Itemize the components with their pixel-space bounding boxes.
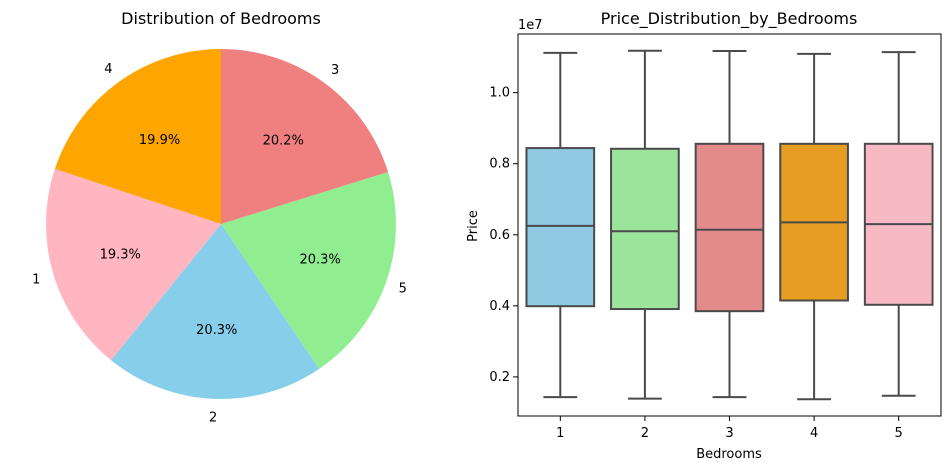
y-axis-label: Price (466, 210, 481, 242)
box-3 (694, 50, 765, 399)
x-tick-label: 1 (556, 426, 564, 441)
pie-pct-label-5: 20.3% (299, 253, 340, 268)
y-tick-label: 0.8 (489, 157, 510, 172)
y-offset-label: 1e7 (518, 18, 543, 33)
pie-slices (46, 49, 396, 399)
pie-pct-label-1: 19.3% (100, 248, 141, 263)
y-axis: 0.2 0.4 0.6 0.8 1.0 (489, 86, 518, 385)
pie-category-label-2: 2 (209, 410, 217, 425)
box-plot: Price_Distribution_by_Bedrooms 1e7 0.20.… (466, 9, 942, 462)
pie-slice-4 (54, 49, 222, 224)
pie-pct-label-4: 19.9% (139, 133, 180, 148)
box-content (525, 49, 934, 401)
pie-chart: Distribution of Bedrooms 19.9% 4 19.3% 1 20.… (32, 9, 407, 425)
box-iqr (610, 147, 680, 311)
pie-labels: 19.9% 4 19.3% 1 20.3% 2 20.3% 5 20.2% 3 (32, 62, 407, 425)
box-2 (610, 49, 680, 400)
x-tick-label: 4 (810, 426, 818, 441)
box-1 (525, 51, 596, 399)
pie-slice-2 (111, 224, 320, 399)
pie-category-label-4: 4 (104, 62, 112, 77)
box-5 (863, 51, 934, 397)
x-tick-label: 5 (895, 426, 903, 441)
x-tick-label: 3 (725, 426, 733, 441)
y-tick-label: 0.4 (489, 299, 510, 314)
box-iqr (525, 147, 596, 308)
pie-pct-label-3: 20.2% (263, 133, 304, 148)
y-tick-label: 1.0 (489, 86, 510, 101)
pie-category-label-1: 1 (32, 272, 40, 287)
pie-slice-1 (46, 168, 221, 361)
pie-category-label-3: 3 (331, 63, 339, 78)
box-iqr (694, 142, 765, 313)
x-axis: 1 2 3 4 5 (556, 416, 903, 441)
box-4 (779, 52, 849, 401)
pie-title: Distribution of Bedrooms (121, 9, 321, 28)
pie-slice-3 (221, 49, 389, 224)
box-title: Price_Distribution_by_Bedrooms (601, 9, 858, 29)
x-axis-label: Bedrooms (696, 447, 762, 462)
pie-slice-5 (221, 172, 396, 369)
x-tick-label: 2 (641, 426, 649, 441)
y-tick-label: 0.6 (489, 228, 510, 243)
y-tick-label: 0.2 (489, 370, 510, 385)
pie-pct-label-2: 20.3% (196, 323, 237, 338)
pie-category-label-5: 5 (399, 281, 407, 296)
